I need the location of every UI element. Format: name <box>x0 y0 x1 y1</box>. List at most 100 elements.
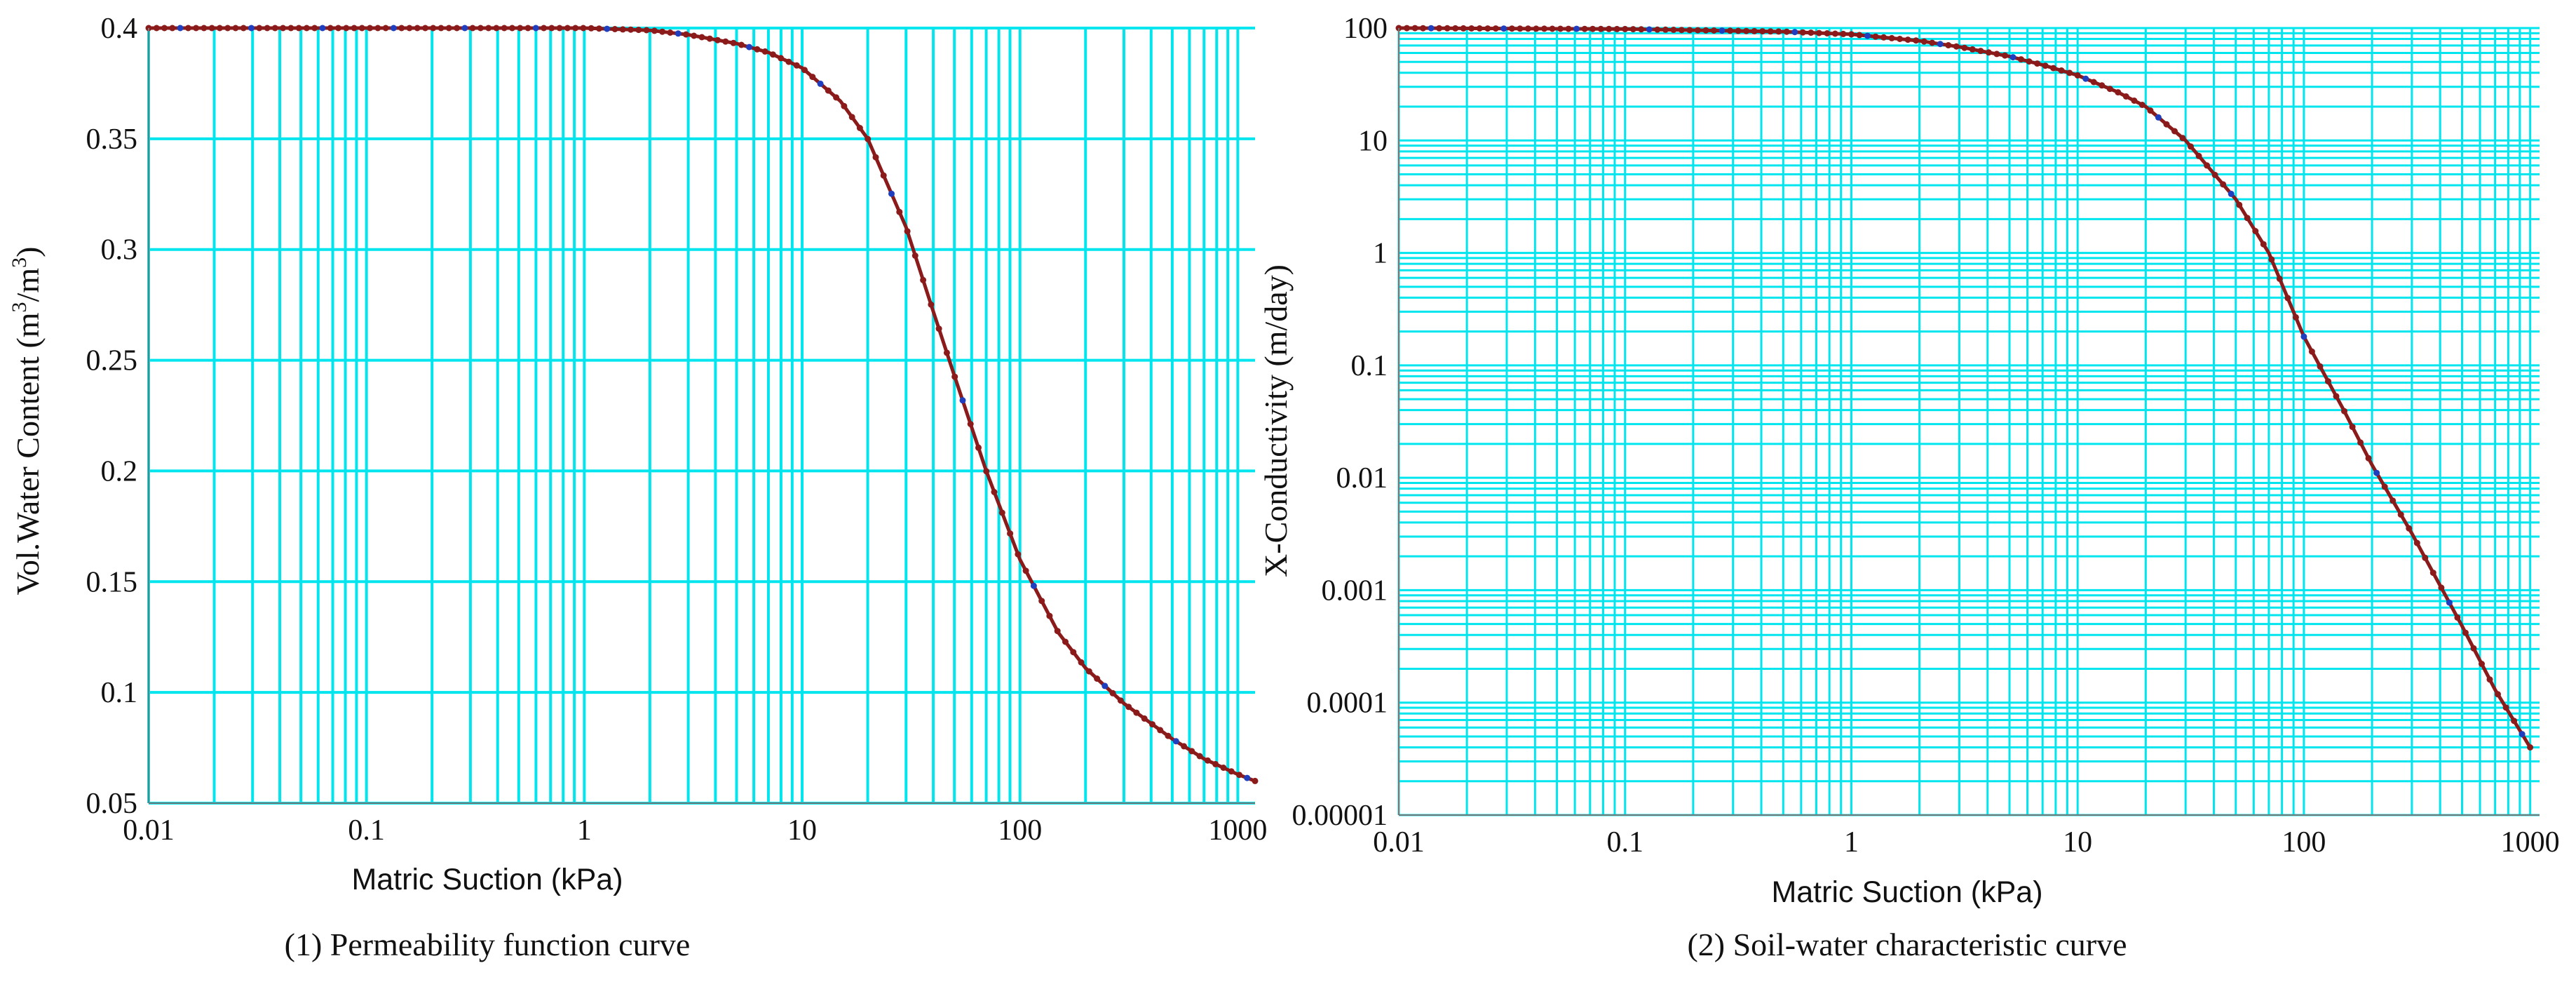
x-tick-label: 10 <box>787 814 817 847</box>
data-point <box>224 25 231 32</box>
data-point <box>327 25 334 32</box>
data-point <box>2365 455 2372 462</box>
data-point <box>430 25 437 32</box>
data-point <box>390 25 397 32</box>
data-point <box>1783 28 1790 35</box>
data-point <box>619 26 626 33</box>
data-point <box>2397 511 2404 518</box>
data-point <box>1022 567 1029 574</box>
data-point <box>1719 27 1726 34</box>
data-point <box>287 25 294 32</box>
data-point <box>454 25 461 32</box>
data-point <box>769 51 776 58</box>
data-point <box>2300 333 2307 340</box>
data-point <box>509 25 515 32</box>
data-point <box>1101 682 1109 690</box>
data-point <box>1775 28 1782 35</box>
data-point <box>580 25 587 32</box>
data-point <box>911 253 918 259</box>
data-point <box>445 25 452 32</box>
data-point <box>208 25 215 32</box>
data-point <box>2422 554 2429 561</box>
data-point <box>485 25 492 32</box>
data-point <box>2236 201 2243 208</box>
data-point <box>628 26 635 33</box>
data-point <box>2131 97 2138 104</box>
data-point <box>1969 46 1976 53</box>
data-point <box>809 74 816 81</box>
data-point <box>1094 675 1101 682</box>
data-point <box>541 25 548 32</box>
data-point <box>1654 26 1661 33</box>
chart-2-x-ticks: 0.01 0.1 1 10 100 1000 <box>1373 826 2559 859</box>
data-point <box>2188 143 2194 150</box>
data-point <box>635 27 642 34</box>
data-point <box>1476 25 1483 32</box>
data-point <box>2058 67 2065 74</box>
data-point <box>477 25 484 32</box>
data-point <box>422 25 428 32</box>
data-point <box>880 172 887 179</box>
data-point <box>1452 25 1459 32</box>
data-point <box>2179 135 2186 142</box>
data-point <box>1508 25 1515 32</box>
data-point <box>216 25 223 32</box>
data-point <box>184 25 191 32</box>
data-point <box>335 25 341 32</box>
data-point <box>2389 497 2397 504</box>
data-point <box>2090 79 2097 86</box>
data-point <box>2325 378 2331 385</box>
data-point <box>264 25 271 32</box>
data-point <box>1404 25 1410 32</box>
data-point <box>841 102 848 109</box>
data-point <box>1046 612 1053 619</box>
data-point <box>2333 393 2340 400</box>
data-point <box>1125 704 1132 711</box>
data-point <box>1815 29 1822 36</box>
data-point <box>2138 102 2145 108</box>
data-point <box>1840 30 1847 37</box>
data-point <box>532 25 539 32</box>
data-point <box>201 25 208 32</box>
data-point <box>651 27 658 34</box>
x-tick-label: 0.1 <box>348 814 385 847</box>
data-point <box>1735 27 1742 34</box>
data-point <box>754 46 761 53</box>
data-point <box>2195 152 2202 159</box>
data-point <box>2026 58 2033 65</box>
data-point <box>1848 31 1855 38</box>
data-point <box>975 444 982 451</box>
data-point <box>1695 27 1701 34</box>
data-point <box>2018 56 2024 63</box>
data-point <box>1533 25 1540 32</box>
data-point <box>1622 25 1629 32</box>
data-point <box>1236 772 1242 779</box>
data-point <box>2438 584 2445 591</box>
data-point <box>271 25 278 32</box>
chart-2-series <box>1395 25 2534 751</box>
data-point <box>1172 738 1179 745</box>
data-point <box>983 468 990 475</box>
data-point <box>848 114 855 121</box>
x-tick-label: 1 <box>577 814 592 847</box>
data-point <box>2486 676 2493 683</box>
data-point <box>367 25 374 32</box>
data-point <box>2050 65 2057 72</box>
data-point <box>1109 690 1116 697</box>
data-point <box>1646 26 1653 33</box>
data-point <box>1727 27 1734 34</box>
data-point <box>461 25 468 32</box>
data-point <box>1977 48 1984 55</box>
data-point <box>2317 363 2324 370</box>
data-point <box>1468 25 1475 32</box>
chart-1-x-axis-label: Matric Suction (kPa) <box>351 863 623 896</box>
chart-1-caption: (1) Permeability function curve <box>285 927 691 962</box>
data-point <box>920 276 927 283</box>
data-point <box>2292 314 2299 321</box>
data-point <box>1929 39 1936 46</box>
data-point <box>169 25 176 32</box>
data-point <box>1993 51 2000 58</box>
data-point <box>1557 25 1564 32</box>
data-point <box>1244 774 1251 781</box>
data-point <box>2204 162 2211 169</box>
